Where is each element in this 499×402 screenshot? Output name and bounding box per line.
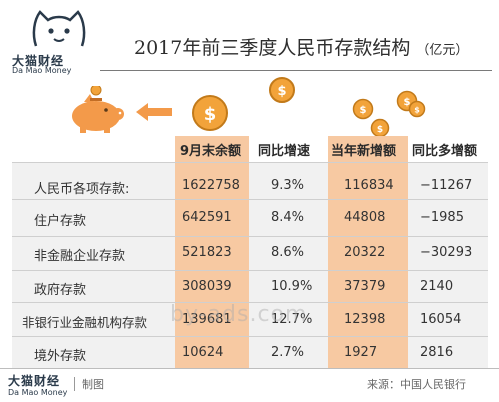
cell-balance: 1622758 (182, 178, 240, 193)
brand-logo: 大猫财经 Da Mao Money (4, 6, 116, 78)
cell-growth: 9.3% (271, 178, 305, 193)
brand-name-cn: 大猫财经 (12, 54, 65, 68)
row-divider (12, 162, 488, 163)
highlight-column-balance (175, 136, 249, 368)
cell-growth: 8.4% (271, 210, 305, 225)
footer-made-by: 制图 (82, 378, 104, 391)
cell-new: 116834 (344, 178, 394, 193)
cell-new: 12398 (344, 312, 386, 327)
cell-new: 37379 (344, 279, 386, 294)
row-divider (12, 236, 488, 237)
coin-icon: $ (408, 100, 426, 118)
row-divider (12, 336, 488, 337)
cell-extra: 16054 (420, 312, 462, 327)
svg-text:$: $ (377, 125, 383, 135)
left-arrow-icon (136, 103, 172, 121)
cell-extra: 2140 (420, 279, 454, 294)
row-label: 非金融企业存款 (34, 249, 126, 264)
title-divider (100, 70, 492, 71)
coin-icon: $ (192, 95, 228, 131)
svg-text:$: $ (414, 106, 420, 115)
header-balance: 9月末余额 (180, 144, 242, 159)
cell-extra: 2816 (420, 345, 454, 360)
header-growth: 同比增速 (258, 144, 311, 159)
header-new: 当年新增额 (331, 144, 397, 159)
piggy-bank-icon (72, 86, 124, 133)
footer-divider (0, 368, 499, 369)
cell-balance: 10624 (182, 345, 224, 360)
svg-text:$: $ (204, 104, 217, 125)
row-divider (12, 199, 488, 200)
row-divider (12, 302, 488, 303)
header-extra: 同比多增额 (412, 144, 478, 159)
unit-text: （亿元） (416, 43, 469, 58)
title-text: 2017年前三季度人民币存款结构 (134, 37, 411, 59)
cell-new: 1927 (344, 345, 378, 360)
cell-balance: 521823 (182, 245, 232, 260)
svg-text:$: $ (360, 105, 367, 116)
footer-source: 来源：中国人民银行 (367, 378, 466, 391)
cell-growth: 2.7% (271, 345, 305, 360)
cell-extra: −1985 (420, 210, 464, 225)
row-label: 境外存款 (34, 349, 87, 364)
row-label: 住户存款 (34, 214, 87, 229)
footer-separator (74, 377, 75, 391)
footer-brand-cn: 大猫财经 (8, 374, 61, 388)
cell-balance: 308039 (182, 279, 232, 294)
brand-name-en: Da Mao Money (12, 66, 72, 75)
row-label: 政府存款 (34, 283, 87, 298)
highlight-column-new (328, 136, 408, 368)
cell-extra: −11267 (420, 178, 473, 193)
coin-icon: $ (352, 98, 374, 120)
row-divider (12, 270, 488, 271)
cell-growth: 8.6% (271, 245, 305, 260)
cell-new: 20322 (344, 245, 386, 260)
watermark: by-ads.com (170, 302, 308, 327)
svg-text:$: $ (277, 84, 286, 99)
svg-text:$: $ (404, 97, 411, 108)
cat-logo-icon (32, 10, 86, 47)
footer-brand-en: Da Mao Money (8, 388, 68, 397)
cell-growth: 12.7% (271, 312, 313, 327)
coin-icon: $ (269, 77, 295, 103)
coin-icon: $ (370, 118, 390, 138)
cell-extra: −30293 (420, 245, 473, 260)
cell-balance: 642591 (182, 210, 232, 225)
page-title: 2017年前三季度人民币存款结构 （亿元） (134, 33, 468, 60)
table-body-background (12, 162, 488, 368)
row-label: 人民币各项存款: (34, 182, 130, 197)
cell-balance: 139681 (182, 312, 232, 327)
cell-new: 44808 (344, 210, 386, 225)
row-label: 非银行业金融机构存款 (22, 315, 148, 330)
cell-growth: 10.9% (271, 279, 313, 294)
